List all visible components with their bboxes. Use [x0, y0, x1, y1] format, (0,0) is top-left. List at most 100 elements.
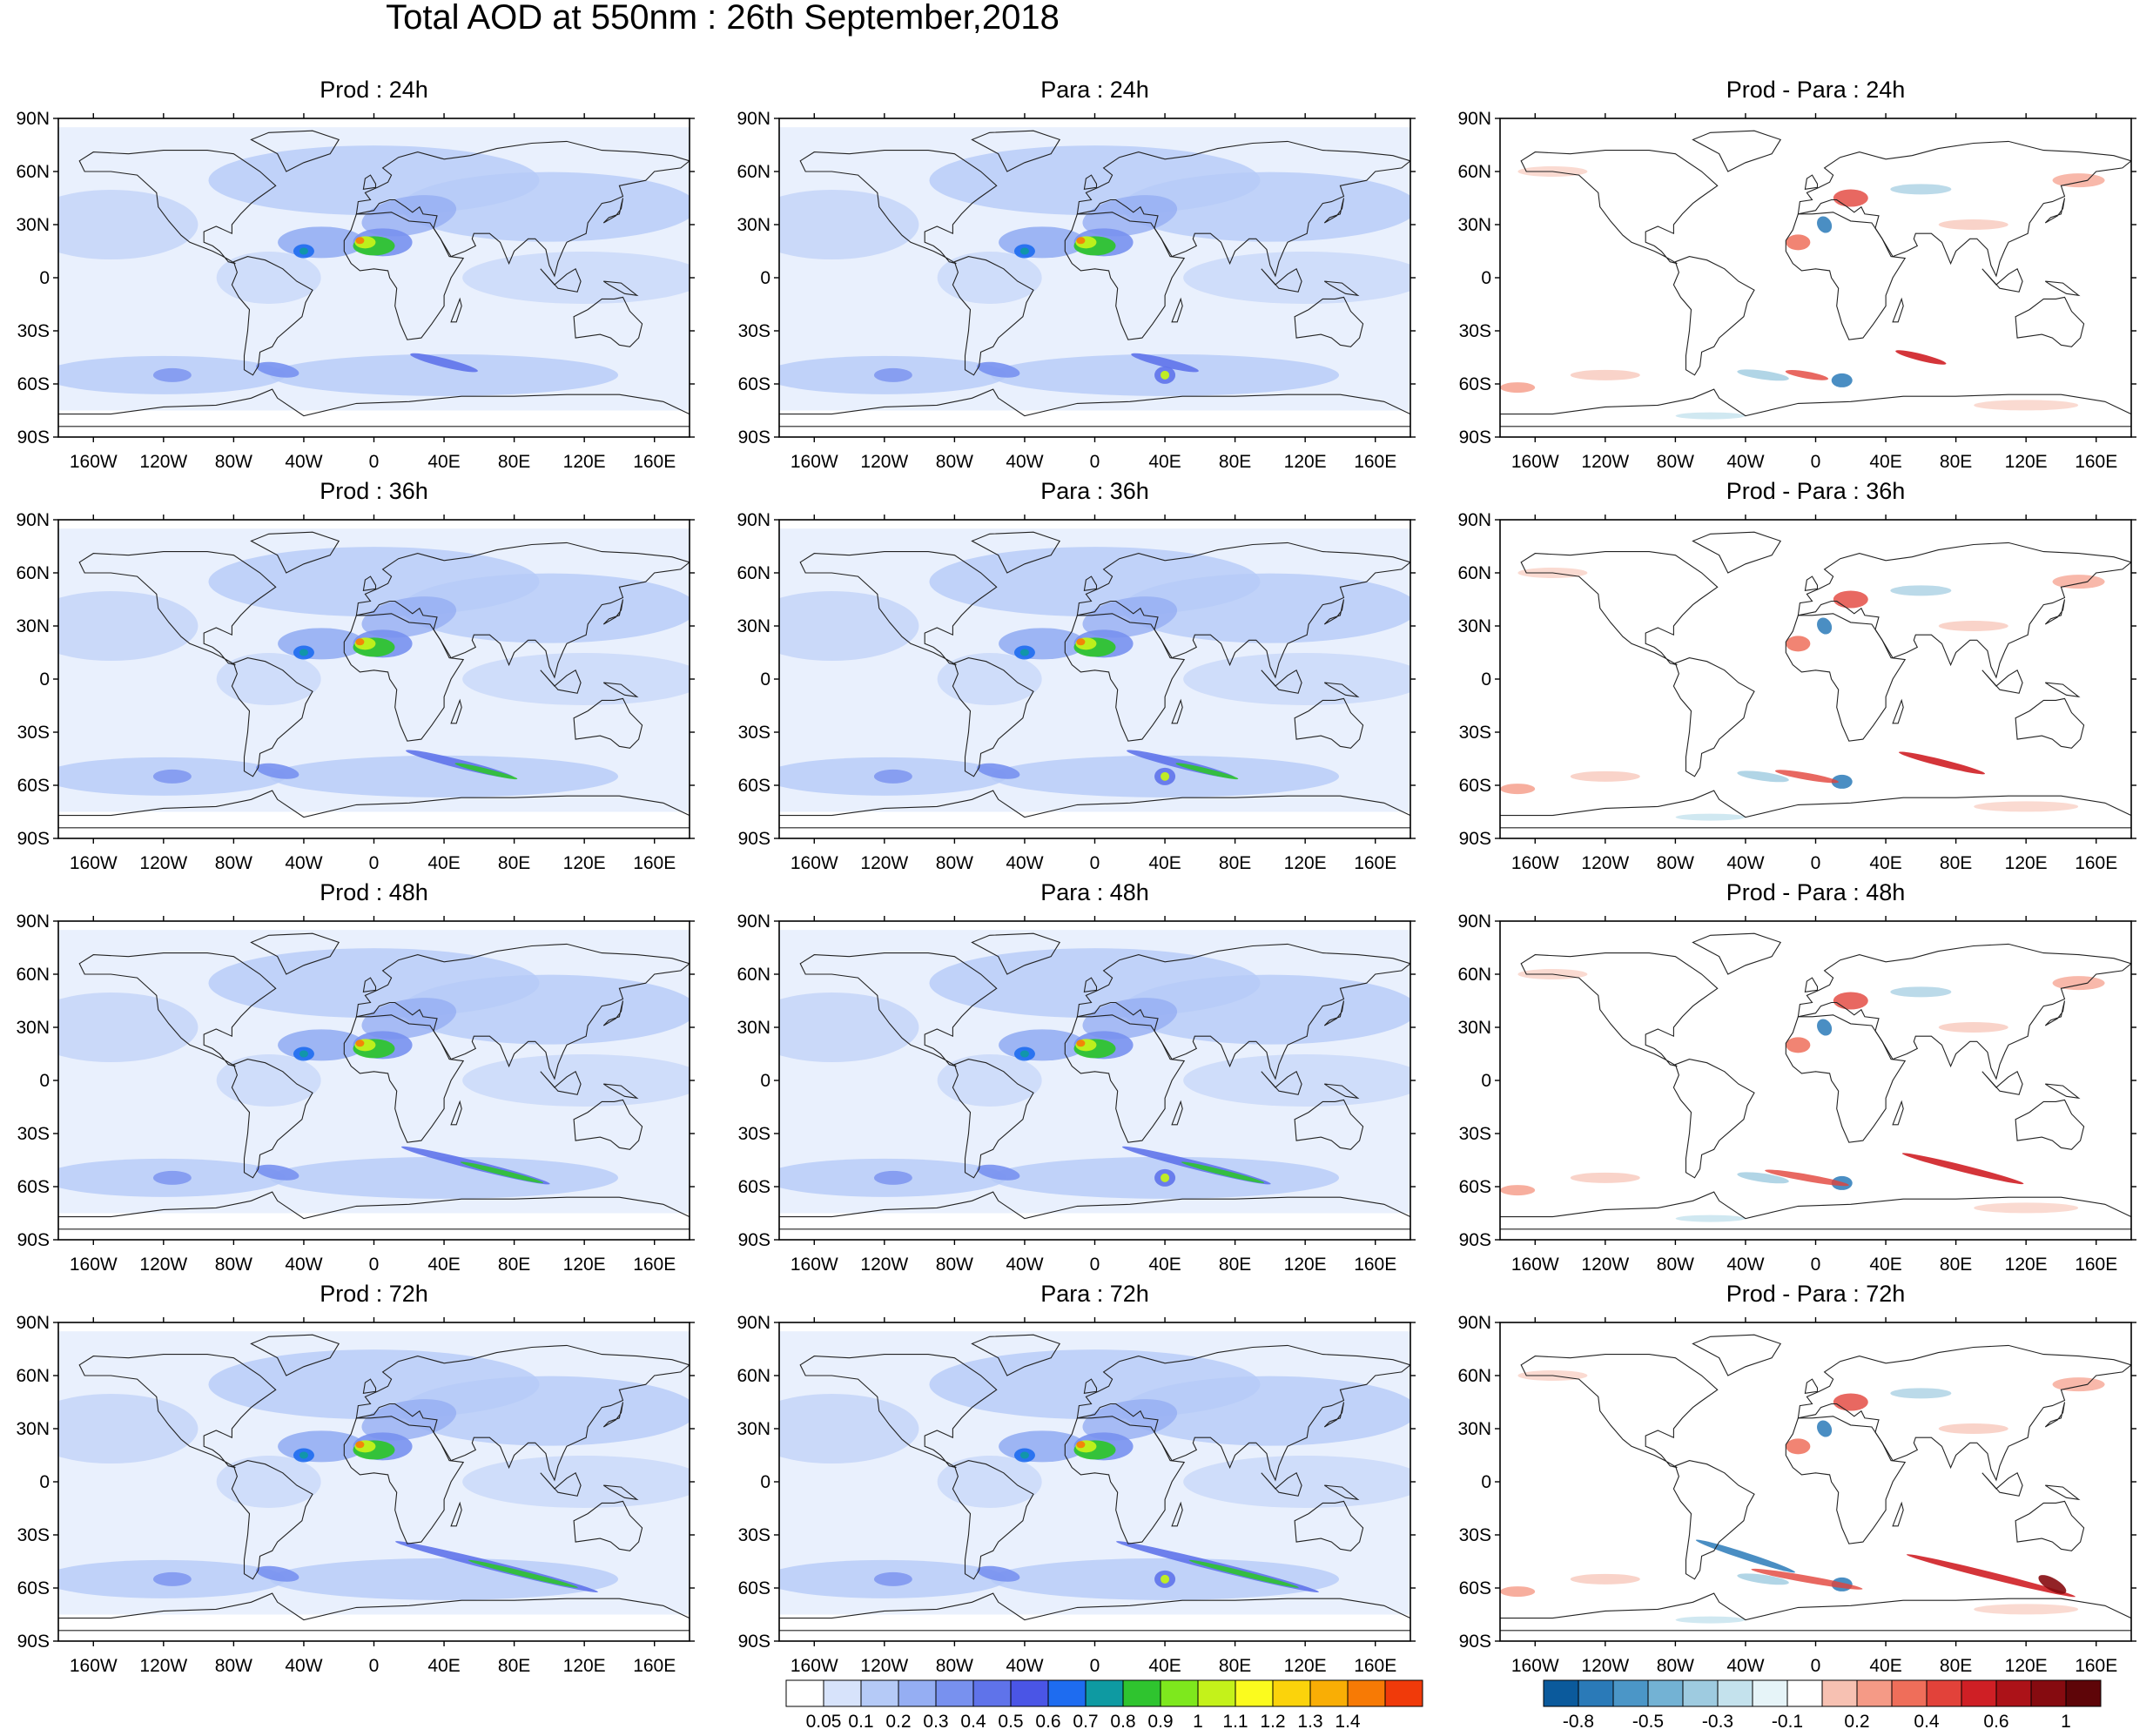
- lon-tick-label: 160E: [2075, 1656, 2117, 1674]
- map-canvas: 90N 60N 30N 0 30S 60S 90S 160W 120W 80W 40W 0 40E 80E…: [1457, 510, 2136, 871]
- lon-tick-label: 40W: [1726, 1656, 1764, 1674]
- lon-tick-label: 80E: [1940, 1656, 1972, 1674]
- coastline: [1785, 613, 1907, 742]
- lat-tick-label: 90N: [737, 510, 770, 530]
- coastline: [1981, 669, 2023, 694]
- coastline: [1171, 1100, 1183, 1126]
- lat-tick-label: 60N: [16, 162, 50, 182]
- lon-tick-label: 80E: [1940, 853, 1972, 871]
- coastline: [540, 267, 582, 293]
- coastline: [602, 198, 624, 224]
- lon-tick-label: 160E: [633, 853, 676, 871]
- colorbar-label: 0.5: [998, 1712, 1023, 1732]
- coastline: [540, 1471, 582, 1497]
- panel-title: Para : 48h: [1040, 879, 1149, 905]
- lon-tick-label: 40E: [1869, 1255, 1901, 1273]
- coastline: [602, 599, 624, 625]
- coastlines: [779, 531, 1410, 829]
- lat-tick-label: 30S: [17, 321, 50, 341]
- colorbar-box: [1384, 1679, 1423, 1707]
- coastline: [1520, 150, 1719, 265]
- lon-tick-label: 80E: [1219, 452, 1251, 470]
- coastline: [1797, 542, 2131, 679]
- lat-tick-label: 60N: [737, 162, 770, 182]
- panel-title: Prod : 48h: [320, 879, 428, 905]
- colorbar-box: [1647, 1679, 1684, 1707]
- lon-tick-label: 160E: [633, 1656, 676, 1674]
- lat-tick-label: 90N: [16, 109, 50, 129]
- lat-tick-label: 90S: [17, 1230, 50, 1250]
- coastline: [1171, 297, 1183, 323]
- coastline: [1892, 297, 1904, 323]
- map-panel: 90N 60N 30N 0 30S 60S 90S 160W 120W 80W 40W 0 40E 80E…: [721, 401, 1439, 871]
- lon-tick-label: 160W: [1511, 1656, 1559, 1674]
- lon-tick-label: 160W: [70, 1255, 118, 1273]
- lon-tick-label: 120W: [860, 853, 908, 871]
- colorbar-label: 1.1: [1222, 1712, 1248, 1732]
- panel-title: Para : 24h: [1040, 77, 1149, 103]
- aod-field: [1500, 118, 2131, 437]
- colorbar-box: [1926, 1679, 1962, 1707]
- coastline: [2044, 682, 2081, 698]
- coastline: [1500, 790, 2131, 829]
- coastline: [1692, 932, 1782, 975]
- coastline: [2015, 1500, 2085, 1551]
- lon-tick-label: 0: [1811, 452, 1821, 470]
- lat-tick-label: 30N: [16, 616, 50, 636]
- colorbar-box: [935, 1679, 974, 1707]
- lon-tick-label: 120W: [1581, 1255, 1629, 1273]
- coastline: [1323, 599, 1345, 625]
- colorbar-box: [1752, 1679, 1788, 1707]
- lat-tick-label: 30N: [1457, 1419, 1491, 1439]
- coastline: [355, 1344, 690, 1482]
- coastline: [1500, 1592, 2131, 1632]
- map-panel: 90N 60N 30N 0 30S 60S 90S 160W 120W 80W 40W 0 40E 80E…: [1442, 803, 2153, 1273]
- lat-tick-label: 30N: [737, 215, 770, 235]
- lon-tick-label: 40W: [1726, 452, 1764, 470]
- coastline: [343, 613, 465, 742]
- lat-tick-label: 90S: [1459, 829, 1491, 849]
- coastline: [1261, 669, 1302, 694]
- coastline: [971, 932, 1061, 975]
- lat-tick-label: 30S: [1459, 1124, 1491, 1144]
- lon-tick-label: 0: [1811, 1255, 1821, 1273]
- lon-tick-label: 80W: [215, 853, 252, 871]
- aod-field: [1500, 1322, 2131, 1641]
- lon-tick-label: 0: [1811, 1656, 1821, 1674]
- coastline: [1892, 1100, 1904, 1126]
- colorbar-label: 0.7: [1073, 1712, 1098, 1732]
- lon-tick-label: 80W: [215, 1656, 252, 1674]
- lon-tick-label: 80E: [1219, 853, 1251, 871]
- coastline: [1171, 698, 1183, 724]
- coastline: [2044, 1402, 2066, 1428]
- colorbar-label: 0.05: [806, 1712, 842, 1732]
- lat-tick-label: 60S: [1459, 776, 1491, 796]
- coastline: [779, 388, 1410, 427]
- aod-field: [58, 520, 690, 838]
- lat-tick-label: 30S: [738, 1124, 770, 1144]
- lat-tick-label: 90N: [1457, 109, 1491, 129]
- lat-tick-label: 60N: [1457, 965, 1491, 985]
- colorbar-label: 0.4: [1914, 1712, 1940, 1732]
- lat-tick-label: 60N: [16, 563, 50, 583]
- coastline: [971, 1334, 1061, 1376]
- coastlines: [779, 932, 1410, 1230]
- lat-tick-label: 90S: [738, 1632, 770, 1652]
- colorbar-box: [1856, 1679, 1893, 1707]
- colorbar-box: [1891, 1679, 1928, 1707]
- lon-tick-label: 160E: [2075, 452, 2117, 470]
- coastline: [2044, 1000, 2066, 1026]
- lat-tick-label: 90N: [16, 912, 50, 932]
- lon-tick-label: 120E: [1284, 853, 1327, 871]
- lat-tick-label: 60S: [17, 374, 50, 394]
- lat-tick-label: 0: [1481, 670, 1491, 690]
- coastline: [1323, 1484, 1360, 1501]
- lat-tick-label: 30S: [738, 1525, 770, 1545]
- map-panel: 90N 60N 30N 0 30S 60S 90S 160W 120W 80W 40W 0 40E 80E…: [0, 803, 718, 1273]
- map-canvas: 90N 60N 30N 0 30S 60S 90S 160W 120W 80W 40W 0 40E 80E…: [737, 912, 1416, 1273]
- lat-tick-label: 60N: [16, 965, 50, 985]
- lon-tick-label: 120E: [1284, 1255, 1327, 1273]
- lat-tick-label: 30N: [1457, 215, 1491, 235]
- coastline: [1692, 1334, 1782, 1376]
- colorbar-label: 0.8: [1110, 1712, 1135, 1732]
